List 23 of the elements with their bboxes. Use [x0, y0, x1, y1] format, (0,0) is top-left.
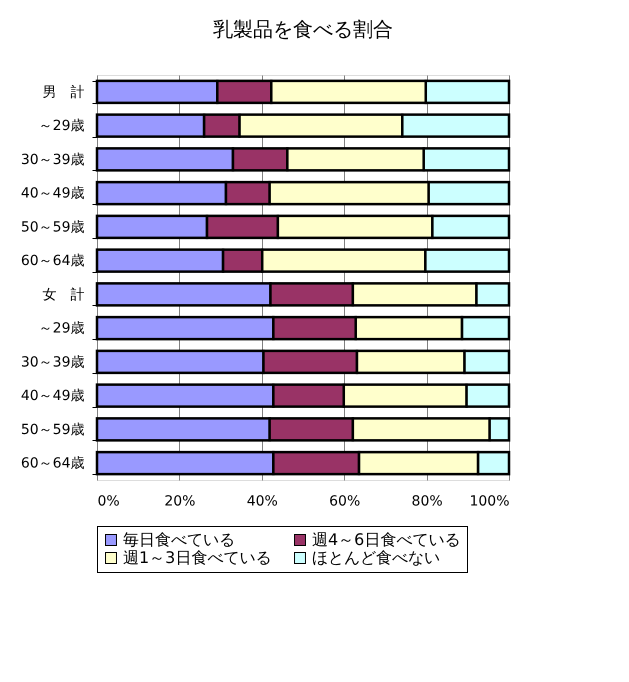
x-tick-label: 80% — [412, 494, 443, 510]
y-tick-label: 女 計 — [42, 286, 84, 303]
y-tick-label: 40～49歳 — [20, 388, 84, 404]
x-tick-label: 0% — [98, 494, 120, 510]
x-tick-label: 20% — [164, 494, 196, 510]
chart-title: 乳製品を食べる割合 — [213, 17, 393, 41]
x-tick-label: 100% — [469, 494, 510, 510]
x-tick-label: 60% — [329, 494, 360, 510]
y-tick-label: 50～59歳 — [20, 422, 84, 438]
legend-label: 週4～6日食べている — [312, 530, 460, 549]
y-tick-label: 男 計 — [42, 84, 84, 100]
y-tick-label: 50～59歳 — [20, 219, 84, 236]
y-tick-label: ～29歳 — [38, 320, 84, 337]
y-tick-label: 60～64歳 — [20, 456, 84, 472]
legend-label: ほとんど食べない — [312, 548, 440, 567]
legend-label: 週1～3日食べている — [123, 548, 272, 567]
y-tick-label: ～29歳 — [38, 118, 84, 134]
y-tick-label: 60～64歳 — [20, 253, 84, 270]
y-tick-label: 30～39歳 — [20, 354, 84, 370]
y-tick-label: 30～39歳 — [20, 152, 84, 168]
x-tick-label: 40% — [246, 494, 278, 510]
legend-label: 毎日食べている — [123, 530, 235, 549]
y-tick-label: 40～49歳 — [20, 186, 84, 202]
